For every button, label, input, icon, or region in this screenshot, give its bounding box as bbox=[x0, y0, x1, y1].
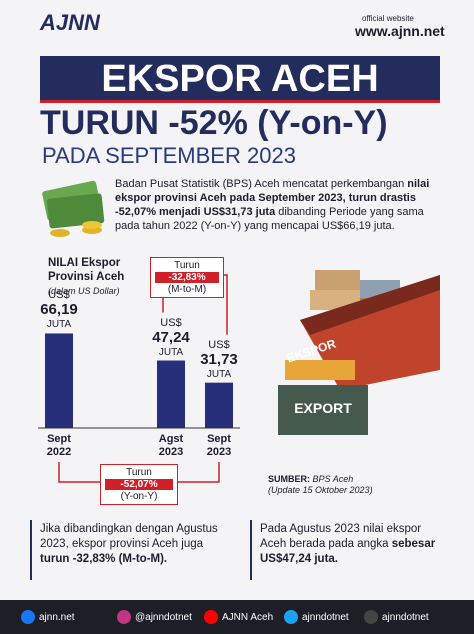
footer-icon bbox=[21, 610, 35, 624]
footer-link: ajnn.net bbox=[39, 612, 75, 623]
footer-icon bbox=[204, 610, 218, 624]
text: turun -32,83% (M-to-M). bbox=[40, 553, 168, 565]
text: Pada Agustus 2023 nilai ekspor Aceh bera… bbox=[260, 523, 422, 550]
site: www.ajnn.net bbox=[355, 23, 445, 39]
note-rule bbox=[30, 520, 32, 580]
x-tick-label: Sept 2023 bbox=[206, 433, 232, 458]
annotation: Turun -52,07% (Y-on-Y) bbox=[100, 464, 178, 505]
annotation-change: -32,83% bbox=[155, 272, 219, 283]
source-text: BPS Aceh bbox=[312, 474, 354, 484]
source-update: (Update 15 Oktober 2023) bbox=[268, 485, 373, 495]
title: EKSPOR ACEH bbox=[101, 58, 379, 100]
unit-label: JUTA bbox=[206, 368, 232, 380]
subtitle: PADA SEPTEMBER 2023 bbox=[42, 143, 296, 168]
annotation: Turun -32,83% (M-to-M) bbox=[150, 257, 224, 298]
title-box bbox=[40, 56, 440, 100]
note-rule bbox=[250, 520, 252, 580]
crate-label: EXPORT bbox=[294, 400, 352, 416]
annotation-basis: (Y-on-Y) bbox=[120, 491, 158, 502]
value-label: 47,24 bbox=[152, 328, 190, 346]
title-rule bbox=[40, 100, 440, 103]
footer-icon bbox=[117, 610, 131, 624]
annotation-change: -52,07% bbox=[105, 479, 173, 490]
bar bbox=[45, 333, 73, 428]
text: dibanding Periode yang sama pada tahun 2… bbox=[115, 206, 424, 232]
ship-illustration bbox=[278, 270, 440, 435]
headline: TURUN -52% (Y-on-Y) bbox=[40, 104, 388, 142]
text: Jika dibandingkan dengan Agustus 2023, e… bbox=[40, 523, 218, 550]
x-tick-label: Sept 2022 bbox=[46, 433, 72, 458]
footer-link: @ajnndotnet bbox=[135, 612, 192, 623]
note: Pada Agustus 2023 nilai ekspor Aceh bera… bbox=[260, 522, 440, 567]
text: nilai ekspor provinsi Aceh pada Septembe… bbox=[115, 178, 430, 218]
note: Jika dibandingkan dengan Agustus 2023, e… bbox=[40, 522, 235, 567]
annotation-basis: (M-to-M) bbox=[167, 284, 207, 295]
unit-label: JUTA bbox=[158, 346, 184, 358]
currency-label: US$ bbox=[160, 316, 182, 329]
footer-link: AJNN Aceh bbox=[222, 612, 274, 623]
currency-label: US$ bbox=[208, 338, 230, 351]
logo: AJNN bbox=[40, 10, 100, 35]
source: SUMBER: BPS Aceh (Update 15 Oktober 2023) bbox=[268, 474, 373, 496]
site-label: official website bbox=[362, 14, 414, 23]
chart-title: NILAI Ekspor Provinsi Aceh bbox=[48, 257, 125, 283]
annotation-label: Turun bbox=[126, 467, 152, 478]
money-icon bbox=[42, 180, 105, 237]
footer-link: ajnndotnet bbox=[382, 612, 429, 623]
footer-icon bbox=[284, 610, 298, 624]
footer-link: ajnndotnet bbox=[302, 612, 349, 623]
value-label: 66,19 bbox=[40, 301, 78, 319]
annotation-label: Turun bbox=[174, 260, 200, 271]
unit-label: JUTA bbox=[46, 319, 72, 331]
text: sebesar US$47,24 juta. bbox=[260, 538, 436, 565]
footer-icon bbox=[364, 610, 378, 624]
bracket bbox=[58, 462, 220, 483]
bar bbox=[157, 360, 185, 428]
footer-bar bbox=[0, 600, 474, 634]
bar bbox=[205, 382, 233, 428]
text: Badan Pusat Statistik (BPS) Aceh mencata… bbox=[115, 178, 408, 190]
currency-label: US$ bbox=[48, 289, 70, 302]
chart-subtitle: (dalam US Dollar) bbox=[48, 286, 120, 296]
value-label: 31,73 bbox=[200, 350, 238, 368]
intro: Badan Pusat Statistik (BPS) Aceh mencata… bbox=[115, 177, 445, 233]
x-tick-label: Agst 2023 bbox=[158, 433, 184, 458]
source-label: SUMBER: bbox=[268, 474, 310, 484]
